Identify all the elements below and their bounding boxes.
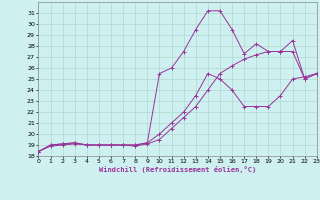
X-axis label: Windchill (Refroidissement éolien,°C): Windchill (Refroidissement éolien,°C) bbox=[99, 166, 256, 173]
